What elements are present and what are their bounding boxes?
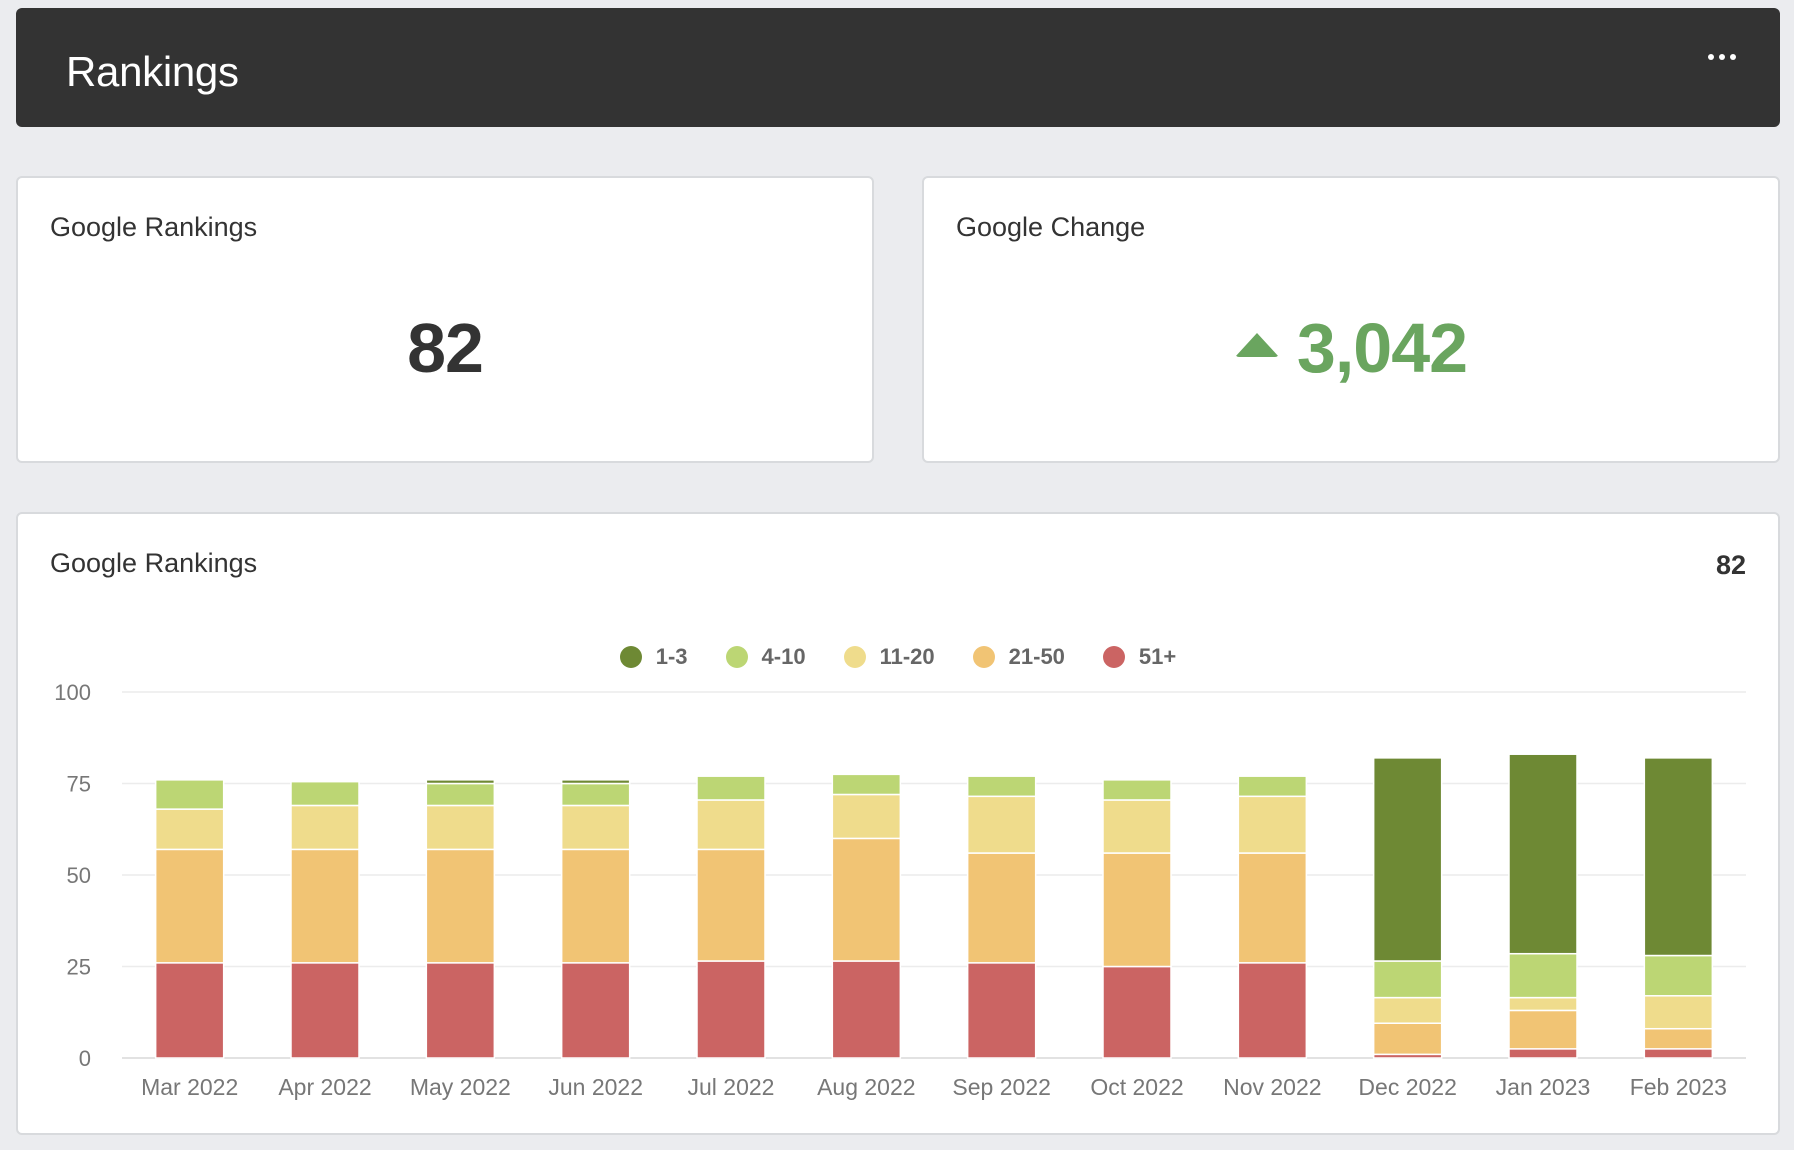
x-tick-label: May 2022 (410, 1074, 511, 1100)
change-value: 3,042 (1296, 309, 1468, 387)
bar-segment-4-10[interactable] (1372, 960, 1443, 999)
bar-segment-11-20[interactable] (696, 799, 766, 851)
bar-segment-1-3[interactable] (1643, 757, 1714, 957)
bar-segment-11-20[interactable] (966, 795, 1037, 854)
y-tick-label: 25 (67, 955, 91, 980)
legend-label: 51+ (1138, 644, 1177, 669)
legend-dot (843, 646, 866, 668)
legend-dot (619, 646, 642, 668)
bar-segment-21-50[interactable] (1372, 1022, 1443, 1056)
x-tick-label: Jun 2022 (548, 1074, 643, 1100)
bar-segment-51+[interactable] (290, 962, 360, 1059)
bar-segment-11-20[interactable] (1508, 996, 1578, 1012)
x-tick-label: Sep 2022 (952, 1074, 1050, 1100)
bar-segment-4-10[interactable] (1643, 954, 1714, 997)
chart-title: Google Rankings (50, 548, 258, 578)
bar-segment-21-50[interactable] (425, 848, 496, 964)
bar-segment-51+[interactable] (560, 962, 631, 1059)
card-title: Google Change (956, 212, 1146, 242)
x-tick-label: Oct 2022 (1090, 1074, 1183, 1100)
bar-segment-21-50[interactable] (1508, 1009, 1578, 1050)
google-change-card: Google Change 3,042 (922, 176, 1780, 463)
bar-segment-1-3[interactable] (1508, 753, 1578, 955)
bar-segment-4-10[interactable] (831, 773, 902, 796)
legend-item-51+[interactable]: 51+ (1102, 644, 1177, 670)
x-tick-label: Aug 2022 (817, 1074, 915, 1100)
bar-segment-21-50[interactable] (1643, 1027, 1714, 1050)
page-title: Rankings (66, 48, 239, 95)
bar-segment-51+[interactable] (696, 960, 766, 1059)
bar-segment-21-50[interactable] (831, 837, 902, 962)
legend-dot (972, 646, 995, 668)
bar-segment-11-20[interactable] (154, 808, 225, 851)
bar-segment-21-50[interactable] (966, 852, 1037, 964)
bar-segment-4-10[interactable] (696, 775, 766, 801)
y-tick-label: 100 (54, 680, 91, 705)
x-tick-label: Jul 2022 (688, 1074, 775, 1100)
bar-segment-1-3[interactable] (425, 779, 496, 785)
bar-segment-11-20[interactable] (1372, 996, 1443, 1024)
bar-segment-51+[interactable] (966, 962, 1037, 1059)
legend-label: 1-3 (655, 644, 688, 669)
up-arrow-icon (1234, 333, 1279, 357)
bar-segment-21-50[interactable] (1102, 852, 1172, 968)
x-tick-label: Nov 2022 (1223, 1074, 1321, 1100)
google-rankings-card: Google Rankings 82 (16, 176, 874, 463)
bar-segment-4-10[interactable] (1102, 779, 1172, 801)
legend-item-21-50[interactable]: 21-50 (972, 644, 1065, 670)
bar-segment-51+[interactable] (1237, 962, 1308, 1059)
bar-segment-51+[interactable] (1508, 1048, 1578, 1059)
legend-label: 21-50 (1008, 644, 1065, 669)
bar-segment-11-20[interactable] (560, 804, 631, 851)
stacked-bar-chart: 0 25 50 75 100 Mar 2022 Apr 2022 May 2022 Jun 20… (54, 680, 1746, 1100)
bar-segment-4-10[interactable] (290, 780, 360, 807)
bar-segment-1-3[interactable] (1372, 757, 1443, 962)
more-options-icon[interactable] (1704, 46, 1740, 68)
bar-segment-51+[interactable] (831, 960, 902, 1059)
bar-segment-1-3[interactable] (560, 779, 631, 785)
card-title: Google Rankings (50, 212, 258, 242)
x-tick-label: Feb 2023 (1630, 1074, 1727, 1100)
bar-segment-4-10[interactable] (154, 779, 225, 810)
y-tick-label: 0 (79, 1046, 91, 1071)
rankings-header: Rankings (16, 8, 1780, 127)
legend-item-11-20[interactable]: 11-20 (843, 644, 935, 670)
legend-item-1-3[interactable]: 1-3 (619, 644, 688, 670)
bar-segment-21-50[interactable] (290, 848, 360, 964)
bar-segment-4-10[interactable] (966, 775, 1037, 798)
bar-segment-4-10[interactable] (1508, 952, 1578, 999)
bar-segment-11-20[interactable] (1237, 795, 1308, 854)
bar-segment-21-50[interactable] (696, 848, 766, 962)
legend-item-4-10[interactable]: 4-10 (725, 644, 806, 670)
bar-segment-51+[interactable] (154, 962, 225, 1059)
bar-segment-11-20[interactable] (425, 804, 496, 851)
bar-segment-11-20[interactable] (831, 793, 902, 840)
x-tick-label: Mar 2022 (141, 1074, 238, 1100)
bar-segment-51+[interactable] (1102, 965, 1172, 1059)
chart-legend: 1-3 4-10 11-20 21-50 51+ (18, 644, 1778, 670)
bar-segment-51+[interactable] (1643, 1048, 1714, 1059)
bar-segment-21-50[interactable] (1237, 852, 1308, 964)
bar-segment-4-10[interactable] (560, 782, 631, 807)
google-rankings-chart-card: Google Rankings 82 1-3 4-10 11-20 21-50 51+ … (16, 512, 1780, 1135)
bar-segment-11-20[interactable] (290, 804, 360, 851)
bar-segment-11-20[interactable] (1643, 995, 1714, 1030)
x-tick-label: Jan 2023 (1496, 1074, 1591, 1100)
chart-total: 82 (1715, 550, 1746, 580)
bar-segment-21-50[interactable] (560, 848, 631, 964)
legend-dot (1102, 646, 1125, 668)
rankings-value: 82 (407, 309, 484, 387)
bar-segment-4-10[interactable] (1237, 775, 1308, 798)
bar-segment-11-20[interactable] (1102, 799, 1172, 854)
y-tick-label: 75 (67, 772, 91, 797)
x-tick-label: Apr 2022 (278, 1074, 371, 1100)
legend-dot (725, 646, 748, 668)
y-tick-label: 50 (67, 863, 91, 888)
legend-label: 4-10 (761, 644, 806, 669)
x-tick-label: Dec 2022 (1358, 1074, 1456, 1100)
legend-label: 11-20 (879, 644, 935, 669)
bar-segment-4-10[interactable] (425, 782, 496, 807)
bar-segment-51+[interactable] (425, 962, 496, 1059)
bar-segment-21-50[interactable] (154, 848, 225, 964)
